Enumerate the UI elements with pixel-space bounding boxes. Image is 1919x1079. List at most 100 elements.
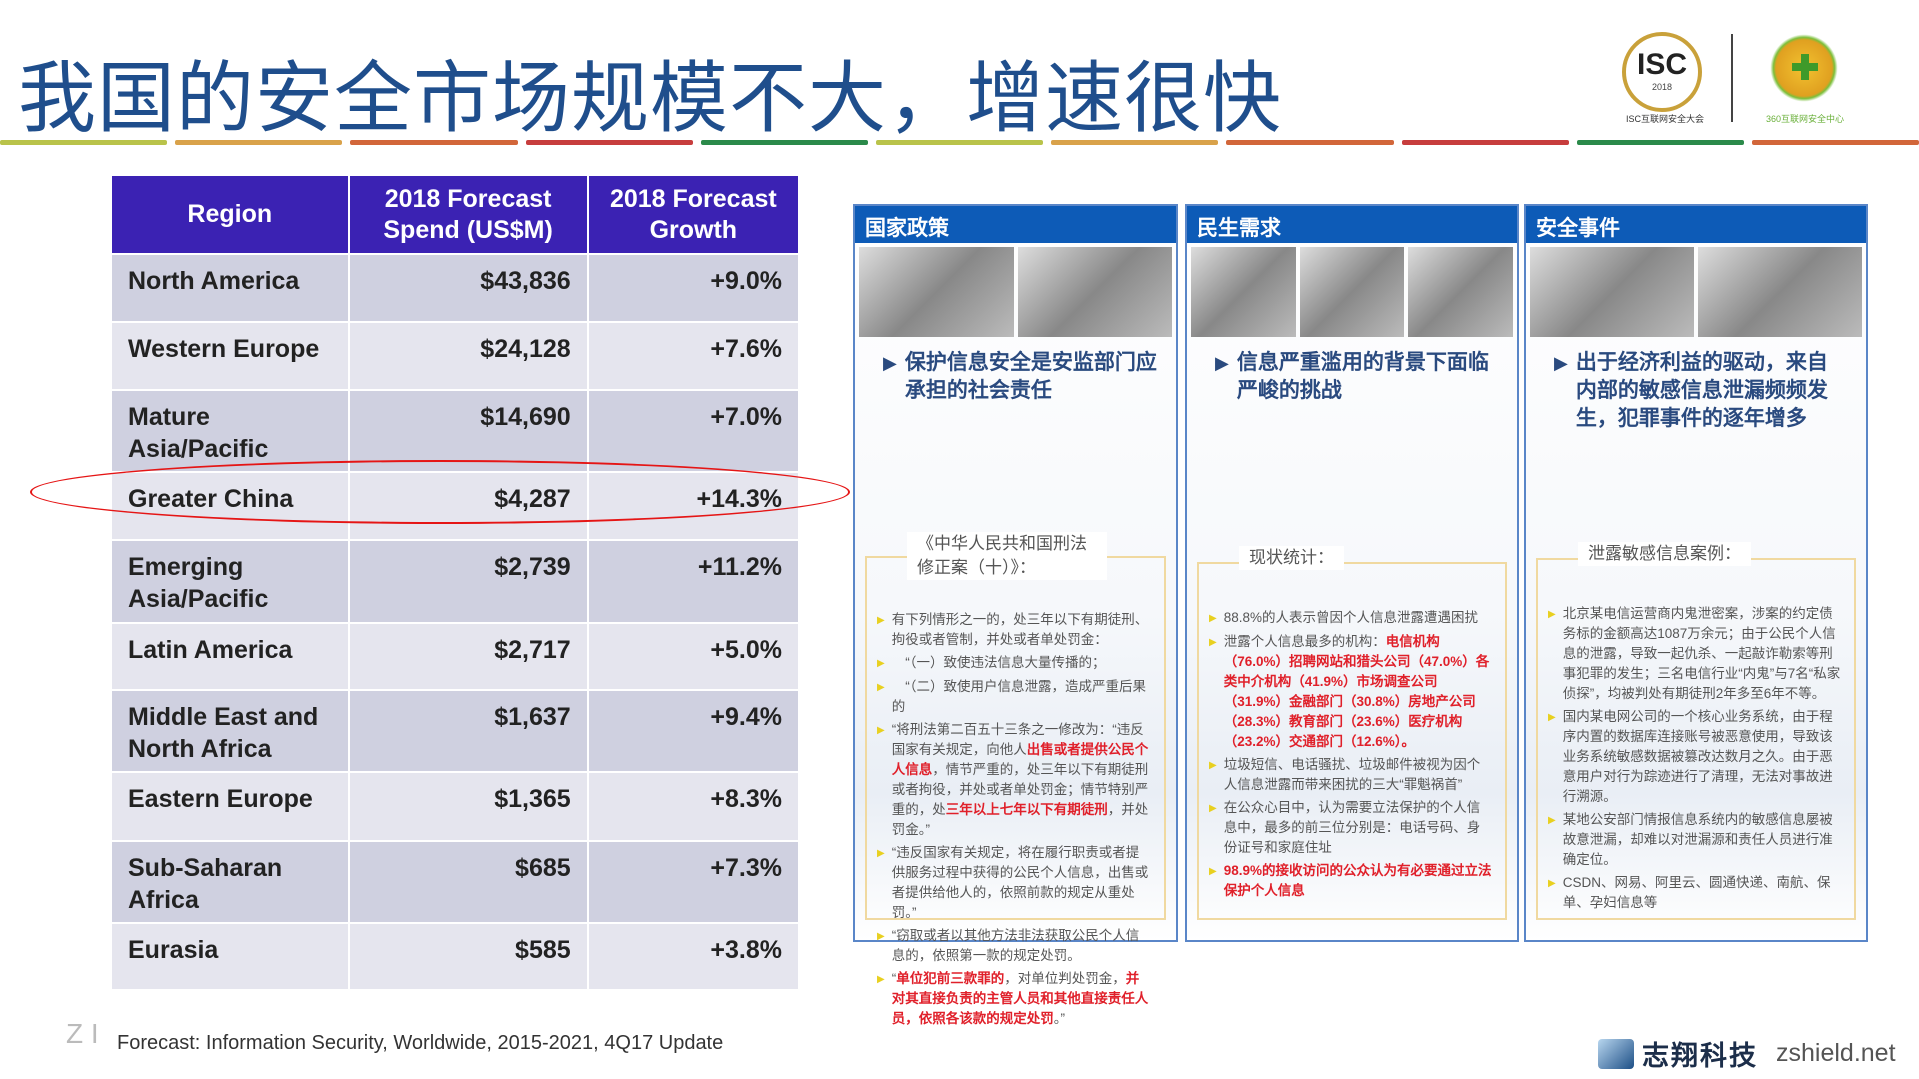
bullet-icon: ▶	[877, 658, 885, 669]
cell-spend: $43,836	[347, 253, 589, 323]
table-row: Middle East and North Africa $1,637 +9.4%	[110, 689, 801, 773]
360-logo	[1766, 34, 1842, 102]
cell-spend: $24,128	[347, 321, 589, 391]
isc-caption: ISC互联网安全大会	[1625, 114, 1704, 124]
illustration-image	[1299, 247, 1405, 337]
text: 在公众心目中，认为需要立法保护的个人信息中，最多的前三位分别是：电话号码、身份证…	[1223, 800, 1481, 855]
panel-title: 安全事件	[1526, 206, 1866, 243]
cell-growth: +7.3%	[586, 840, 801, 924]
deco-segment	[350, 140, 518, 145]
brand-logo: 志翔科技 zshield.net	[1598, 1034, 1896, 1073]
panel-title: 民生需求	[1187, 206, 1517, 243]
cell-growth: +9.4%	[586, 689, 801, 773]
table-row: Sub-Saharan Africa $685 +7.3%	[110, 840, 801, 924]
text: “将刑法第二百五十三条之一修改为：“违反国家有关规定，向他人	[891, 722, 1144, 757]
list-item: ▶ 有下列情形之一的，处三年以下有期徒刑、拘役或者管制，并处或者单处罚金：	[877, 610, 1152, 650]
highlighted-text: 三年以上七年以下有期徒刑	[945, 802, 1108, 817]
cell-spend: $14,690	[347, 389, 589, 473]
deco-segment	[875, 140, 1044, 145]
cell-growth: +5.0%	[586, 622, 801, 691]
cell-region: Emerging Asia/Pacific	[110, 539, 350, 624]
plus-icon	[1792, 54, 1818, 80]
list-item: ▶ “违反国家有关规定，将在履行职责或者提供服务过程中获得的公民个人信息，出售或者…	[877, 843, 1152, 923]
list-item: ▶ 88.8%的人表示曾因个人信息泄露遭遇困扰	[1209, 608, 1493, 629]
cell-region: Middle East and North Africa	[110, 689, 350, 773]
panel-details-box: 《中华人民共和国刑法修正案（十）》： ▶ 有下列情形之一的，处三年以下有期徒刑、拘役…	[865, 532, 1166, 1026]
cell-growth: +7.0%	[586, 389, 801, 473]
table-row: Greater China $4,287 +14.3%	[110, 471, 801, 541]
zshield-logo-icon	[1598, 1038, 1634, 1069]
table-row: Emerging Asia/Pacific $2,739 +11.2%	[110, 539, 801, 624]
illustration-image	[1408, 247, 1514, 337]
source-note: Forecast: Information Security, Worldwid…	[117, 1032, 724, 1054]
text: “	[891, 971, 897, 986]
deco-segment	[525, 140, 693, 145]
table-row: Eurasia $585 +3.8%	[110, 922, 801, 991]
deco-segment	[0, 140, 168, 145]
bullet-icon: ▶	[877, 974, 885, 985]
list-item: ▶ 在公众心目中，认为需要立法保护的个人信息中，最多的前三位分别是：电话号码、身份…	[1209, 798, 1493, 858]
triangle-bullet-icon: ▶	[883, 353, 897, 373]
bullet-icon: ▶	[1548, 878, 1556, 889]
cell-growth: +11.2%	[586, 539, 801, 624]
panel-heading-text: 保护信息安全是安监部门应承担的社会责任	[904, 351, 1157, 402]
text: ，对单位判处罚金，	[1004, 971, 1126, 986]
panel-incidents: 安全事件 ▶ 出于经济利益的驱动，来自内部的敏感信息泄漏频频发生，犯罪事件的逐年增多…	[1524, 204, 1868, 942]
header-spend: 2018 Forecast Spend (US$M)	[347, 174, 589, 255]
isc-logo-year: 2018	[1651, 82, 1673, 92]
text: CSDN、网易、阿里云、圆通快递、南航、保单、孕妇信息等	[1562, 875, 1831, 910]
text: 有下列情形之一的，处三年以下有期徒刑、拘役或者管制，并处或者单处罚金：	[891, 612, 1149, 647]
list-item: ▶ 泄露个人信息最多的机构：电信机构（76.0%）招聘网站和猎头公司（47.0%）…	[1209, 632, 1493, 752]
panel-images	[855, 243, 1176, 337]
text: “（二）致使用户信息泄露，造成严重后果的	[891, 679, 1146, 714]
table-row: Mature Asia/Pacific $14,690 +7.0%	[110, 389, 801, 473]
cell-spend: $2,739	[347, 539, 589, 624]
isc-logo-text: ISC	[1636, 48, 1687, 81]
brand-name: 志翔科技	[1642, 1041, 1758, 1071]
text: ，并处罚金。”	[891, 802, 1149, 837]
bullet-icon: ▶	[1548, 815, 1556, 826]
cell-spend: $4,287	[347, 471, 589, 541]
panel-heading-text: 信息严重滥用的背景下面临严峻的挑战	[1236, 351, 1489, 402]
deco-segment	[1751, 140, 1919, 145]
list-item: ▶ 某地公安部门情报信息系统内的敏感信息屡被故意泄漏，却难以对泄漏源和责任人员进行…	[1548, 810, 1842, 870]
table-row: Western Europe $24,128 +7.6%	[110, 321, 801, 391]
cell-growth: +7.6%	[586, 321, 801, 391]
illustration-image	[1191, 247, 1296, 337]
panel-heading: ▶ 信息严重滥用的背景下面临严峻的挑战	[1187, 337, 1517, 437]
cell-region: Eurasia	[110, 922, 350, 991]
deco-segment	[1226, 140, 1394, 145]
bullet-icon: ▶	[1548, 712, 1556, 723]
cell-region: Western Europe	[110, 321, 350, 391]
list-item: ▶ 北京某电信运营商内鬼泄密案，涉案的约定债务标的金额高达1087万余元；由于公民…	[1548, 604, 1842, 704]
triangle-bullet-icon: ▶	[1554, 353, 1568, 373]
text: 北京某电信运营商内鬼泄密案，涉案的约定债务标的金额高达1087万余元；由于公民个…	[1562, 606, 1841, 701]
list-item: ▶ 98.9%的接收访问的公众认为有必要通过立法保护个人信息	[1209, 861, 1493, 901]
decorative-color-bar	[0, 140, 1919, 146]
list-item: ▶ CSDN、网易、阿里云、圆通快递、南航、保单、孕妇信息等	[1548, 873, 1842, 913]
highlighted-text: 并对其直接负责的主管人员和其他直接责任人员，依照各该款的规定处罚	[891, 971, 1149, 1026]
list-item: ▶ “将刑法第二百五十三条之一修改为：“违反国家有关规定，向他人出售或者提供公民个…	[877, 720, 1152, 840]
text: “（一）致使违法信息大量传播的；	[891, 655, 1106, 670]
bullet-icon: ▶	[877, 848, 885, 859]
cell-spend: $2,717	[347, 622, 589, 691]
cell-region: Sub-Saharan Africa	[110, 840, 350, 924]
highlighted-text: 电信机构（76.0%）招聘网站和猎头公司（47.0%）各类中介机构（41.9%）…	[1223, 634, 1490, 749]
header-region: Region	[110, 174, 350, 255]
cell-spend: $685	[347, 840, 589, 924]
deco-segment	[1576, 140, 1744, 145]
isc-logo: ISC 2018	[1622, 32, 1702, 112]
text: 国内某电网公司的一个核心业务系统，由于程序内置的数据库连接账号被恶意使用，导致该…	[1562, 709, 1833, 804]
cell-spend: $1,637	[347, 689, 589, 773]
list-item: ▶ “窃取或者以其他方法非法获取公民个人信息的，依照第一款的规定处罚。	[877, 926, 1152, 966]
cell-growth: +8.3%	[586, 771, 801, 842]
360-caption: 360互联网安全中心	[1765, 114, 1845, 124]
bullet-icon: ▶	[877, 725, 885, 736]
bullet-icon: ▶	[1209, 760, 1217, 771]
panel-heading: ▶ 保护信息安全是安监部门应承担的社会责任	[855, 337, 1176, 437]
panel-title: 国家政策	[855, 206, 1176, 243]
cell-growth: +3.8%	[586, 922, 801, 991]
cell-region: Greater China	[110, 471, 350, 541]
triangle-bullet-icon: ▶	[1215, 353, 1229, 373]
panel-policy: 国家政策 ▶ 保护信息安全是安监部门应承担的社会责任《中华人民共和国刑法修正案（十）…	[853, 204, 1178, 1026]
